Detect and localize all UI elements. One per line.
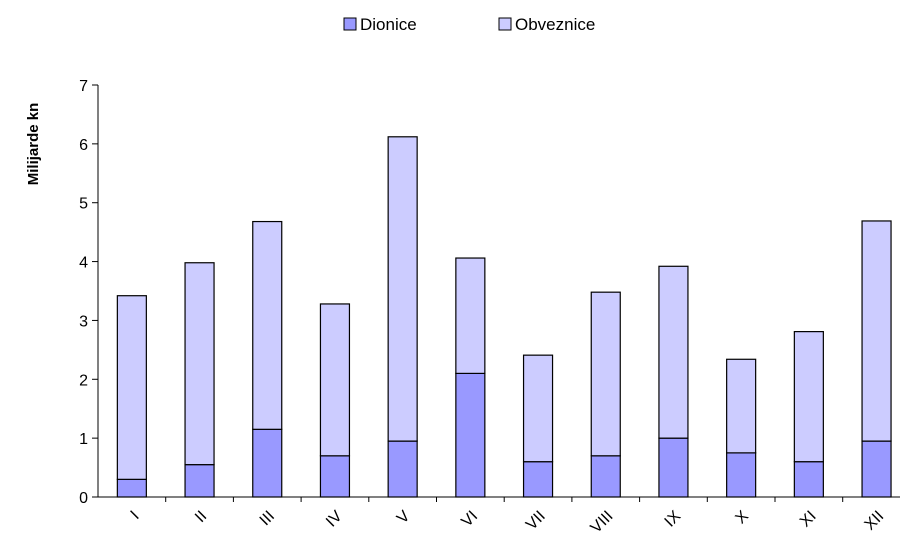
bars bbox=[116, 136, 892, 498]
bar-dionice-x bbox=[726, 452, 757, 498]
bar-dionice-vi bbox=[455, 372, 486, 498]
bar-obveznice-v bbox=[387, 136, 418, 442]
x-tick-label: VIII bbox=[588, 508, 617, 537]
y-tick-label: 3 bbox=[79, 313, 88, 330]
bar-dionice-ii bbox=[184, 464, 215, 498]
y-axis: 0 1 2 3 4 5 6 7 bbox=[79, 78, 99, 507]
x-tick-label: V bbox=[394, 508, 414, 528]
legend-label-dionice: Dionice bbox=[360, 15, 417, 34]
bar-dionice-vii bbox=[522, 461, 554, 498]
x-tick-label: XI bbox=[797, 508, 820, 531]
bar-obveznice-xii bbox=[861, 220, 892, 442]
bar-dionice-xii bbox=[861, 440, 892, 498]
bar-obveznice-ix bbox=[658, 265, 689, 439]
bar-dionice-iii bbox=[252, 428, 283, 498]
legend: Dionice Obveznice bbox=[343, 15, 595, 34]
y-tick-label: 5 bbox=[79, 196, 88, 213]
bar-dionice-iv bbox=[319, 455, 351, 498]
y-tick-label: 1 bbox=[79, 431, 88, 448]
bar-obveznice-vii bbox=[522, 354, 554, 463]
bar-dionice-ix bbox=[658, 437, 689, 498]
bar-obveznice-ii bbox=[184, 262, 215, 466]
bar-obveznice-iv bbox=[319, 303, 351, 457]
x-tick-label: VI bbox=[458, 508, 481, 531]
bar-obveznice-x bbox=[726, 358, 757, 454]
x-tick-label: XII bbox=[862, 508, 888, 534]
x-tick-label: X bbox=[732, 508, 752, 528]
x-tick-label: III bbox=[257, 508, 278, 529]
x-tick-label: IX bbox=[662, 508, 685, 531]
bar-obveznice-viii bbox=[590, 291, 621, 457]
bar-obveznice-xi bbox=[793, 331, 824, 463]
x-tick-label: VII bbox=[523, 508, 549, 534]
x-axis: I II III IV V VI VII VIII IX X XI XII bbox=[98, 496, 900, 537]
legend-label-obveznice: Obveznice bbox=[515, 15, 595, 34]
y-tick-label: 7 bbox=[79, 78, 88, 95]
x-tick-label: IV bbox=[323, 508, 346, 531]
bar-obveznice-iii bbox=[252, 220, 283, 430]
y-tick-label: 4 bbox=[79, 255, 88, 272]
bar-dionice-xi bbox=[793, 461, 824, 498]
bar-dionice-v bbox=[387, 440, 418, 498]
bar-dionice-i bbox=[116, 478, 147, 498]
y-tick-label: 2 bbox=[79, 372, 88, 389]
y-tick-label: 0 bbox=[79, 490, 88, 507]
bar-obveznice-vi bbox=[455, 257, 486, 375]
legend-swatch-dionice bbox=[343, 17, 357, 31]
legend-swatch-obveznice bbox=[498, 17, 512, 31]
y-axis-label: Milijarde kn bbox=[25, 103, 42, 186]
bar-dionice-viii bbox=[590, 455, 621, 498]
x-tick-label: II bbox=[192, 508, 210, 526]
y-tick-label: 6 bbox=[79, 137, 88, 154]
bar-obveznice-i bbox=[116, 295, 147, 480]
x-tick-label: I bbox=[128, 508, 143, 523]
